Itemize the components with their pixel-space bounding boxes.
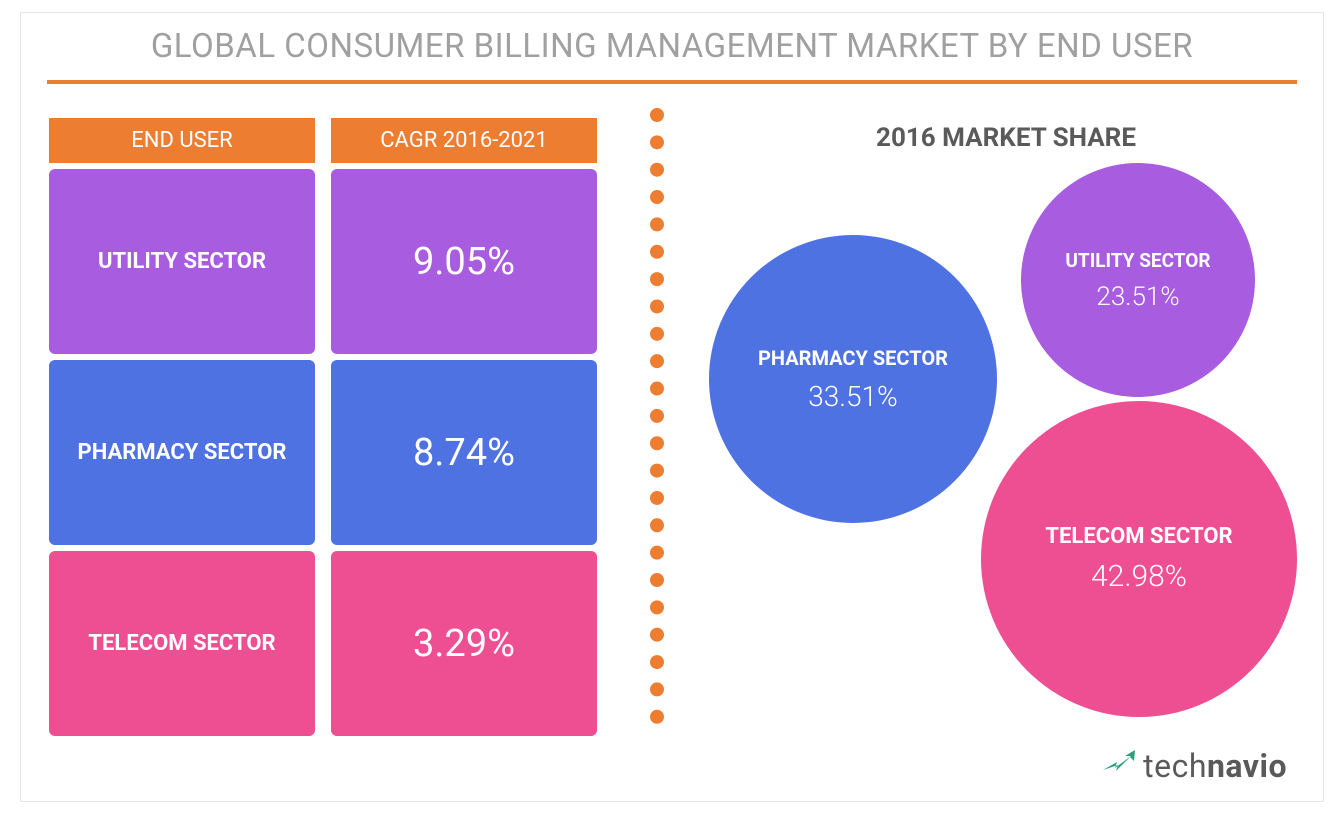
bubble-label: UTILITY SECTOR [1065, 249, 1210, 272]
logo-text: technavio [1143, 747, 1287, 785]
table-row: UTILITY SECTOR 9.05% [49, 169, 597, 354]
technavio-logo: technavio [1101, 747, 1287, 785]
bubble-value: 42.98% [1091, 559, 1187, 594]
bubble-chart-title: 2016 MARKET SHARE [701, 123, 1311, 153]
cell-sector-name: UTILITY SECTOR [49, 169, 315, 354]
logo-text-light: tech [1143, 747, 1207, 785]
canvas: GLOBAL CONSUMER BILLING MANAGEMENT MARKE… [20, 12, 1324, 802]
cagr-table: END USER CAGR 2016-2021 UTILITY SECTOR 9… [49, 118, 597, 742]
cell-cagr-value: 9.05% [331, 169, 597, 354]
bubble-pharmacy: PHARMACY SECTOR 33.51% [709, 235, 997, 523]
table-row: TELECOM SECTOR 3.29% [49, 551, 597, 736]
bubble-telecom: TELECOM SECTOR 42.98% [981, 401, 1297, 717]
table-row: PHARMACY SECTOR 8.74% [49, 360, 597, 545]
bubble-value: 23.51% [1096, 282, 1179, 312]
bubble-label: TELECOM SECTOR [1045, 524, 1232, 549]
cell-cagr-value: 8.74% [331, 360, 597, 545]
title-underline [47, 80, 1297, 84]
th-end-user: END USER [49, 118, 315, 163]
page-title: GLOBAL CONSUMER BILLING MANAGEMENT MARKE… [21, 13, 1323, 80]
bubble-utility: UTILITY SECTOR 23.51% [1021, 163, 1255, 397]
logo-arrow-icon [1101, 748, 1137, 784]
dotted-divider [650, 108, 664, 724]
logo-text-bold: navio [1207, 747, 1287, 785]
bubble-label: PHARMACY SECTOR [758, 346, 948, 370]
table-header-row: END USER CAGR 2016-2021 [49, 118, 597, 163]
bubble-value: 33.51% [808, 380, 898, 413]
cell-cagr-value: 3.29% [331, 551, 597, 736]
th-cagr: CAGR 2016-2021 [331, 118, 597, 163]
cell-sector-name: PHARMACY SECTOR [49, 360, 315, 545]
cell-sector-name: TELECOM SECTOR [49, 551, 315, 736]
